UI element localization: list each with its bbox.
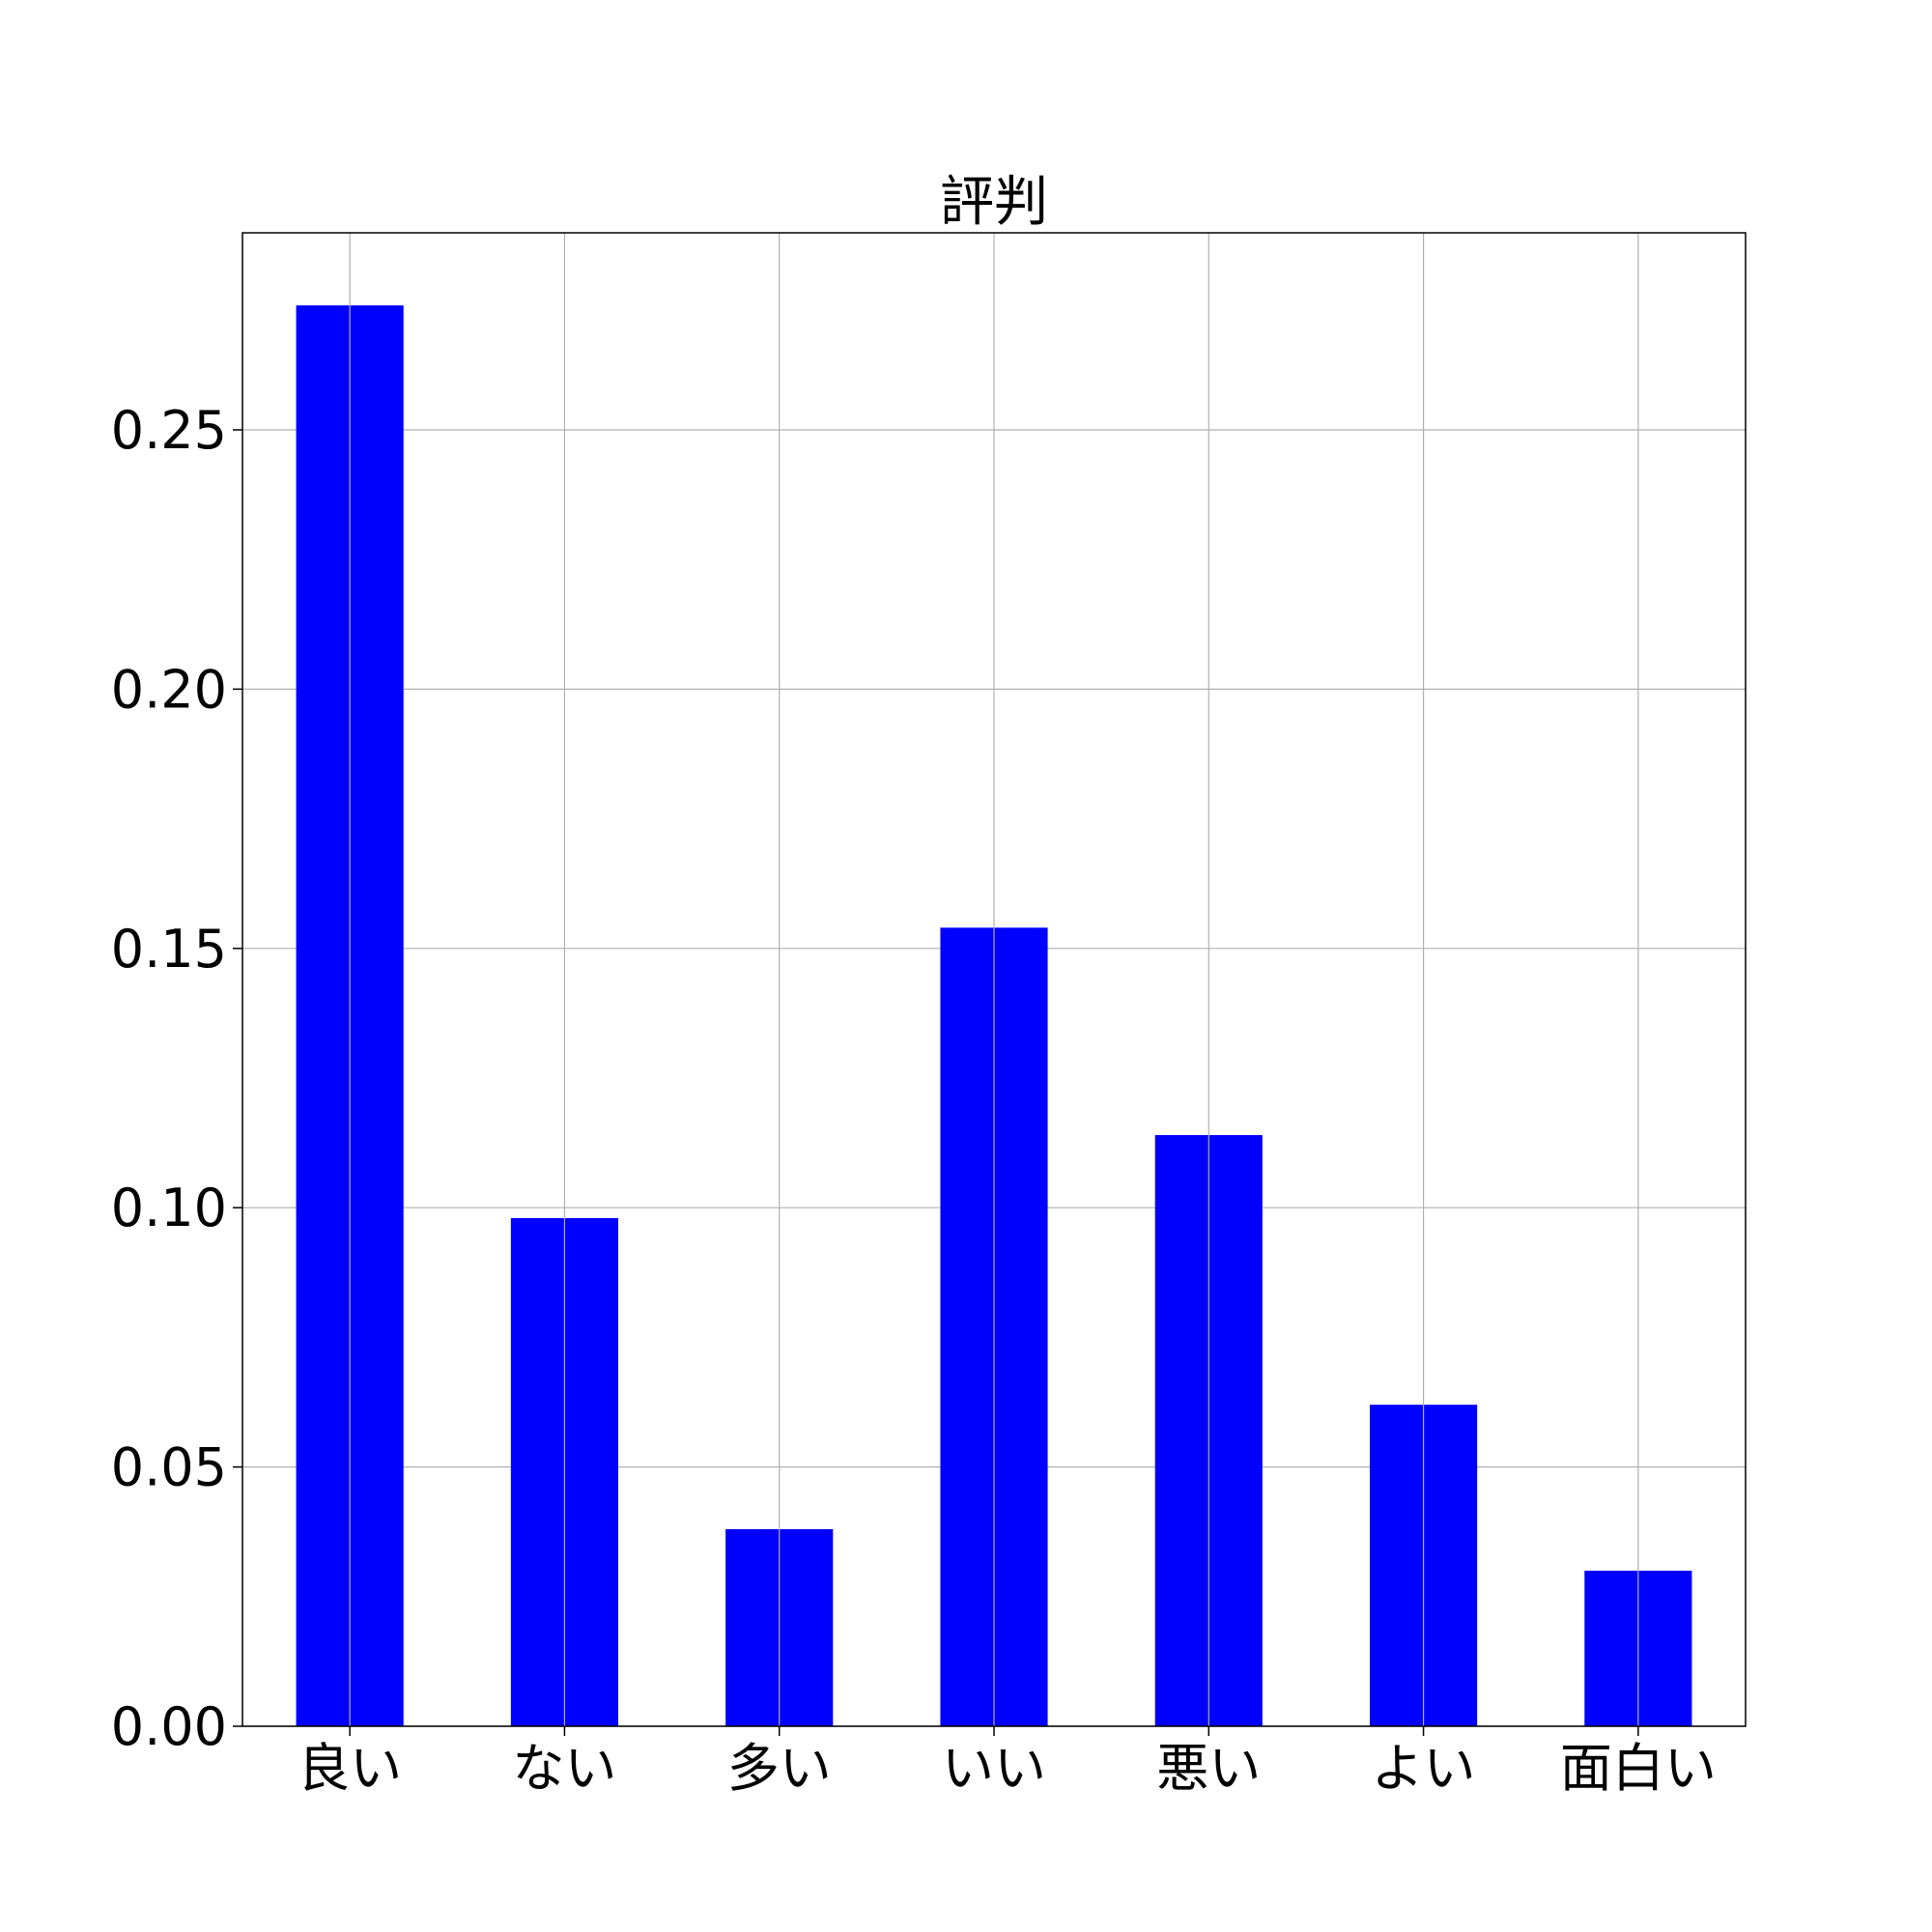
x-tick-label: 面白い [1560,1738,1717,1799]
chart-title: 評判 [940,171,1048,234]
x-tick-label: いい [942,1738,1046,1799]
x-tick-label: 悪い [1156,1738,1261,1799]
x-tick-label: よい [1372,1738,1476,1799]
y-axis: 0.00 0.05 0.10 0.15 0.20 0.25 [111,400,242,1757]
y-tick-label: 0.20 [111,659,227,720]
x-grid-lines [349,233,1639,1726]
y-tick-label: 0.05 [111,1437,227,1498]
x-axis: 良い ない 多い いい 悪い よい 面白い [298,1726,1717,1799]
y-tick-label: 0.25 [111,400,227,461]
y-tick-label: 0.15 [111,919,227,980]
x-tick-label: 多い [727,1738,832,1799]
y-tick-label: 0.10 [111,1178,227,1238]
x-tick-label: 良い [298,1738,402,1799]
x-tick-label: ない [512,1738,616,1799]
y-tick-label: 0.00 [111,1696,227,1757]
